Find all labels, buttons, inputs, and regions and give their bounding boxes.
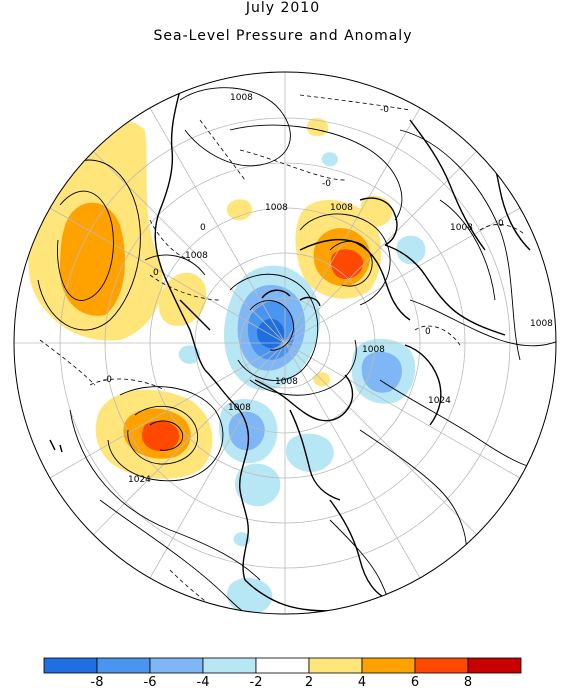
zero-contours: [39, 94, 526, 614]
anomaly-small-pos2: [306, 118, 329, 137]
anomaly-canada-neg3: [286, 433, 334, 473]
contour-label: 1008: [228, 403, 251, 413]
anomaly-asia-neg1: [396, 235, 426, 265]
colorbar-tick-label: 4: [358, 675, 366, 688]
colorbar-swatch: [149, 657, 204, 674]
colorbar-swatch: [43, 657, 98, 674]
colorbar-swatch: [414, 657, 469, 674]
contour-label: 1024: [128, 475, 151, 485]
colorbar-tick-label: 8: [464, 675, 472, 688]
colorbar-tick-label: -2: [250, 675, 263, 688]
anomaly-alaska-pos3: [142, 420, 180, 452]
contour-label: -0: [380, 105, 389, 115]
anomaly-scandinavia-pos1: [360, 195, 393, 227]
anomaly-small-neg1: [321, 152, 338, 167]
contour-label: 1008: [450, 223, 473, 233]
contour-label: 0: [153, 268, 159, 278]
colorbar-tick-label: 2: [305, 675, 313, 688]
anomaly-gulf-neg1: [227, 577, 273, 614]
contour-label: 0: [200, 223, 206, 233]
globe-border: [13, 71, 557, 615]
contour-label: 1008: [275, 377, 298, 387]
contour-label: 1008: [530, 319, 553, 329]
map-subtitle: Sea-Level Pressure and Anomaly: [153, 28, 413, 44]
contour-label-layer: 1008 -0 -0 1008 1008 0 1008 1008 0 1008 …: [103, 93, 553, 485]
colorbar-swatch: [255, 657, 310, 674]
anomaly-small-neg3: [233, 532, 250, 547]
colorbar-tick-label: 6: [411, 675, 419, 688]
anomaly-europe-pos3: [330, 249, 364, 280]
graticule: [14, 72, 556, 614]
colorbar-tick-label: -4: [197, 675, 210, 688]
contour-label: 1008: [265, 203, 288, 213]
contour-label: -0: [322, 179, 331, 189]
colorbar-tick-label: -8: [91, 675, 104, 688]
colorbar-swatch: [202, 657, 257, 674]
anomaly-small-pos1: [226, 199, 253, 221]
anomaly-pacific-pos2: [60, 202, 125, 316]
contour-label: 0: [425, 327, 431, 337]
anomaly-na-pos1: [158, 272, 207, 326]
pressure-contours: [37, 87, 556, 614]
colorbar-swatch: [467, 657, 522, 674]
map-title: July 2010: [245, 0, 321, 16]
contour-label: 0: [498, 219, 504, 229]
contour-label: 1008: [330, 203, 353, 213]
colorbar: -8 -6 -4 -2 2 4 6 8: [43, 657, 522, 688]
contour-label: 1008: [362, 345, 385, 355]
anomaly-canada-neg4: [235, 463, 281, 507]
contour-label: 1008: [230, 93, 253, 103]
colorbar-swatch: [96, 657, 151, 674]
contour-label: 1008: [185, 251, 208, 261]
colorbar-boxes: [43, 657, 522, 674]
anomaly-arctic-neg4: [257, 318, 285, 349]
contour-label: -0: [103, 375, 112, 385]
polar-map: 1008 -0 -0 1008 1008 0 1008 1008 0 1008 …: [13, 71, 557, 615]
colorbar-tick-label: -6: [144, 675, 157, 688]
colorbar-swatch: [308, 657, 363, 674]
contour-label: 1024: [428, 396, 451, 406]
anomaly-canada-neg2: [228, 411, 265, 451]
colorbar-labels: -8 -6 -4 -2 2 4 6 8: [91, 675, 473, 688]
anomaly-siberia-neg2: [361, 351, 402, 393]
colorbar-swatch: [361, 657, 416, 674]
anomaly-small-neg2: [178, 345, 201, 364]
